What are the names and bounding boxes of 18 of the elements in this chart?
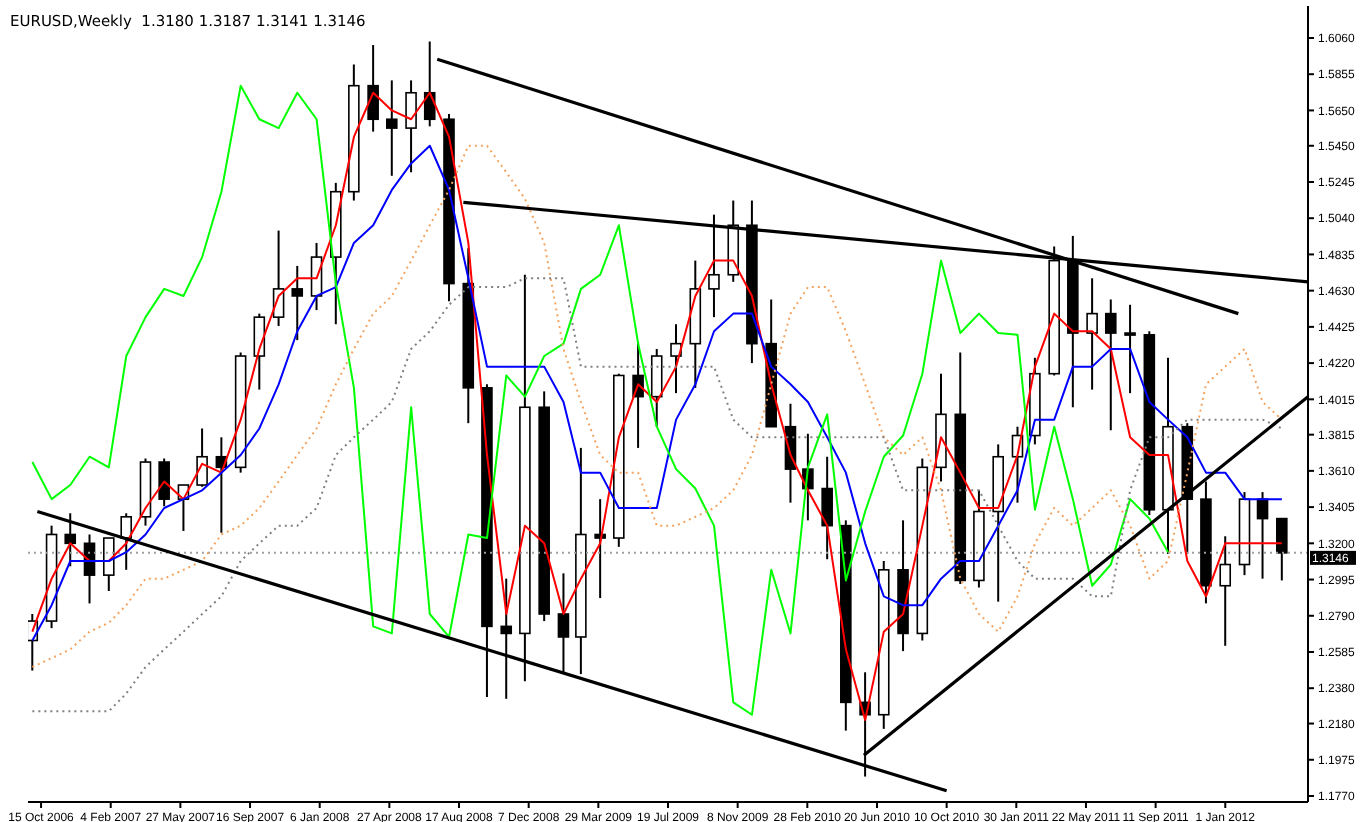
candlestick: [196, 427, 208, 488]
candlestick: [367, 44, 379, 133]
candlestick: [1276, 517, 1288, 582]
candlestick: [670, 323, 682, 395]
candlestick: [650, 347, 663, 428]
candlestick: [1219, 535, 1232, 647]
candlestick: [500, 577, 513, 700]
candlestick: [1086, 277, 1098, 391]
candlestick: [102, 537, 115, 593]
candlestick: [158, 457, 170, 508]
candlestick: [405, 79, 417, 174]
candlestick: [821, 455, 833, 561]
candlestick: [557, 572, 570, 676]
candlestick: [385, 79, 398, 177]
candlestick: [291, 264, 304, 342]
line-series: [31, 277, 1283, 713]
candlestick: [1124, 303, 1136, 395]
candlestick: [1104, 298, 1117, 432]
